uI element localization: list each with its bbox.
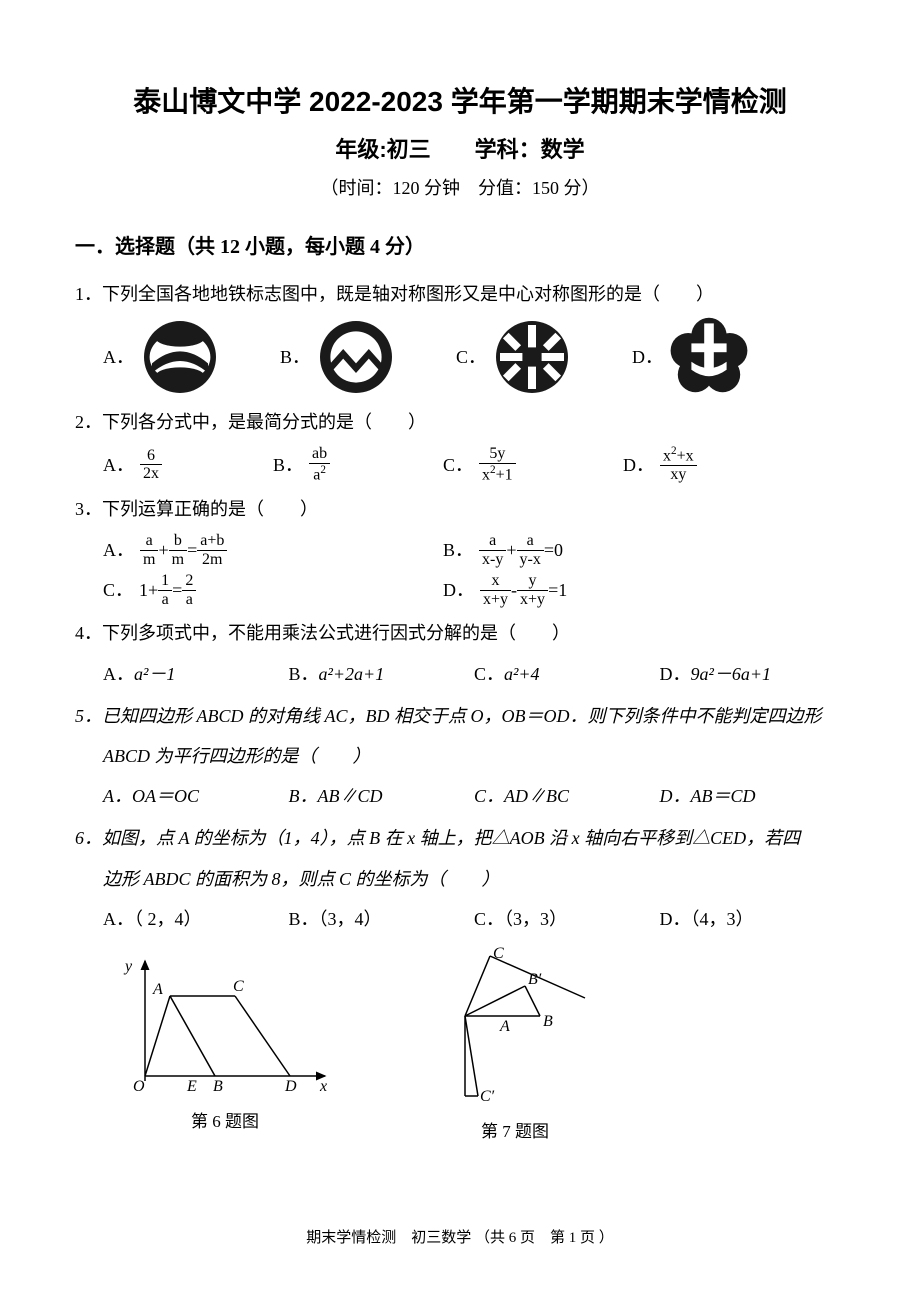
figure-6: y x O A C E B D 第 6 题图 <box>115 946 335 1142</box>
main-title: 泰山博文中学 2022-2023 学年第一学期期末学情检测 <box>75 80 845 120</box>
page-footer: 期末学情检测 初三数学 （共 6 页 第 1 页 ） <box>0 1226 920 1247</box>
question-3: 3．下列运算正确的是（ ） A． am + bm = a+b2m B． ax-y… <box>75 492 845 609</box>
svg-text:B′: B′ <box>528 971 542 988</box>
q2-frac-a: 6 2x <box>140 447 162 483</box>
exam-info: （时间：120 分钟 分值：150 分） <box>75 174 845 200</box>
svg-text:D: D <box>284 1078 297 1095</box>
question-6: 6．如图，点 A 的坐标为（1，4），点 B 在 x 轴上，把△AOB 沿 x … <box>75 821 845 936</box>
q6-line2: 边形 ABDC 的面积为 8，则点 C 的坐标为（ ） <box>75 862 845 896</box>
q5-line2: ABCD 为平行四边形的是（ ） <box>75 739 845 773</box>
svg-text:C′: C′ <box>480 1088 495 1105</box>
q3-text: 3．下列运算正确的是（ ） <box>75 492 845 526</box>
q1-opt-a: A． <box>103 317 220 397</box>
svg-text:C: C <box>493 946 504 962</box>
svg-text:O: O <box>133 1078 145 1095</box>
q3-opt-b: B． ax-y + ay-x =0 <box>443 532 845 568</box>
q1-text: 1．下列全国各地地铁标志图中，既是轴对称图形又是中心对称图形的是（ ） <box>75 277 845 311</box>
svg-text:A: A <box>499 1018 510 1035</box>
question-1: 1．下列全国各地地铁标志图中，既是轴对称图形又是中心对称图形的是（ ） A． B… <box>75 277 845 397</box>
q6-options: A．（ 2，4） B．（3，4） C．（3，3） D．（4，3） <box>75 902 845 936</box>
q3-opt-d: D． xx+y - yx+y =1 <box>443 572 845 608</box>
q5-options: A．OA＝OC B．AB∥CD C．AD∥BC D．AB＝CD <box>75 779 845 813</box>
q1-opt-b: B． <box>280 317 396 397</box>
logo-b-icon <box>316 317 396 397</box>
logo-c-icon <box>492 317 572 397</box>
figure-7-svg: C B′ A B C′ <box>425 946 605 1106</box>
figure-7: C B′ A B C′ 第 7 题图 <box>425 946 605 1142</box>
svg-text:C: C <box>233 978 244 995</box>
q2-options: A． 6 2x B． ab a2 C． 5y x2+1 D． x2+x xy <box>75 445 845 484</box>
q1-opt-c: C． <box>456 317 572 397</box>
sub-title: 年级:初三 学科：数学 <box>75 132 845 164</box>
q5-line1: 5．已知四边形 ABCD 的对角线 AC，BD 相交于点 O，OB＝OD．则下列… <box>75 699 845 733</box>
q4-options: A．a²－1 B．a²+2a+1 C．a²+4 D．9a²－6a+1 <box>75 657 845 691</box>
figure-6-caption: 第 6 题图 <box>115 1107 335 1132</box>
figures-row: y x O A C E B D 第 6 题图 C B′ A B C′ 第 7 题… <box>75 946 845 1142</box>
logo-d-icon <box>669 317 749 397</box>
svg-text:y: y <box>123 958 133 975</box>
svg-text:x: x <box>319 1078 327 1095</box>
q4-text: 4．下列多项式中，不能用乘法公式进行因式分解的是（ ） <box>75 616 845 650</box>
figure-6-svg: y x O A C E B D <box>115 946 335 1096</box>
q2-frac-c: 5y x2+1 <box>479 445 516 484</box>
logo-a-icon <box>140 317 220 397</box>
question-2: 2．下列各分式中，是最简分式的是（ ） A． 6 2x B． ab a2 C． … <box>75 405 845 484</box>
q1-options: A． B． C． <box>75 317 845 397</box>
q3-opt-c: C． 1+ 1a = 2a <box>103 572 443 608</box>
q2-frac-b: ab a2 <box>309 445 330 484</box>
q2-text: 2．下列各分式中，是最简分式的是（ ） <box>75 405 845 439</box>
svg-text:E: E <box>186 1078 197 1095</box>
q2-frac-d: x2+x xy <box>660 445 697 484</box>
q1-opt-d: D． <box>632 317 749 397</box>
q6-line1: 6．如图，点 A 的坐标为（1，4），点 B 在 x 轴上，把△AOB 沿 x … <box>75 821 845 855</box>
question-5: 5．已知四边形 ABCD 的对角线 AC，BD 相交于点 O，OB＝OD．则下列… <box>75 699 845 814</box>
q3-opt-a: A． am + bm = a+b2m <box>103 532 443 568</box>
question-4: 4．下列多项式中，不能用乘法公式进行因式分解的是（ ） A．a²－1 B．a²+… <box>75 616 845 690</box>
svg-text:B: B <box>543 1013 553 1030</box>
svg-text:A: A <box>152 981 163 998</box>
figure-7-caption: 第 7 题图 <box>425 1117 605 1142</box>
section-header: 一．选择题（共 12 小题，每小题 4 分） <box>75 230 845 259</box>
svg-text:B: B <box>213 1078 223 1095</box>
